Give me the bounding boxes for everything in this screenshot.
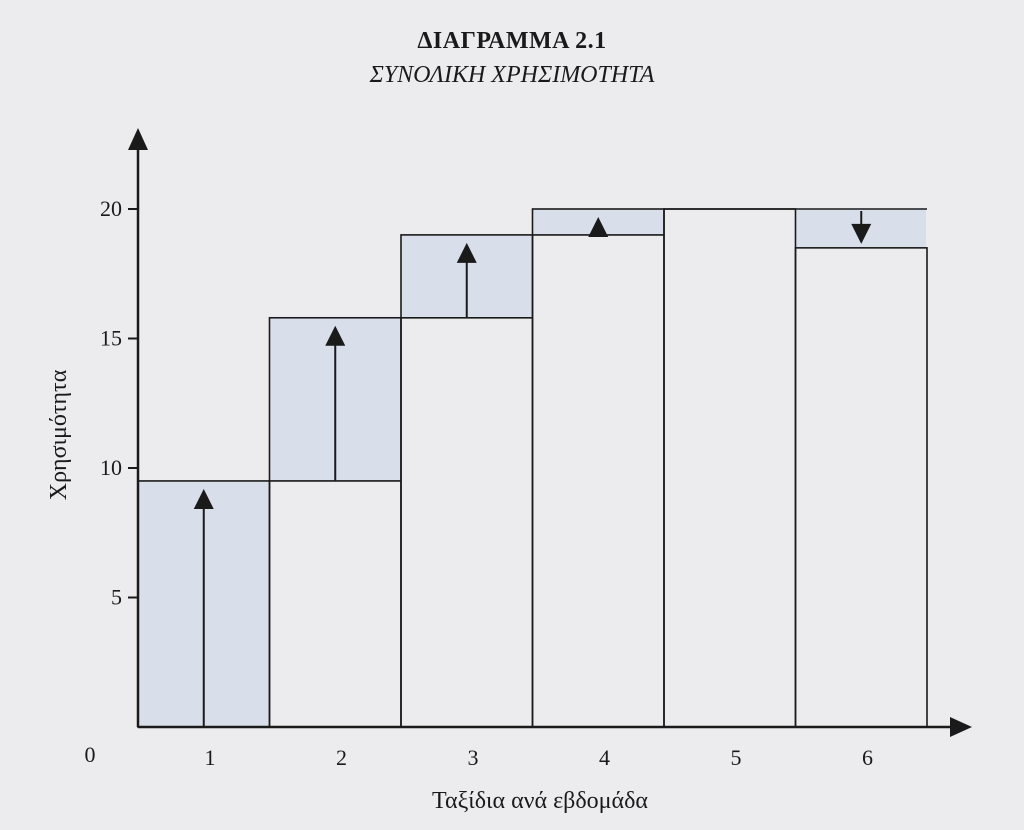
x-ticks-group: 1 2 3 4 5 6 xyxy=(205,745,874,770)
marginal-arrow-head-6 xyxy=(851,223,872,244)
marginal-arrow-head-4 xyxy=(588,217,609,237)
chart-subtitle: ΣΥΝΟΛΙΚΗ ΧΡΗΣΙΜΟΤΗΤΑ xyxy=(369,62,655,88)
axes-group xyxy=(128,128,972,737)
x-axis-label: Ταξίδια ανά εβδομάδα xyxy=(432,788,648,814)
bars-group xyxy=(137,208,928,728)
y-axis-arrowhead xyxy=(128,128,148,150)
y-axis-label: Χρησιμότητα xyxy=(46,369,72,500)
marginal-arrow-head-3 xyxy=(456,242,477,263)
bar-4 xyxy=(531,208,665,728)
y-ticks-group: 5 10 15 20 xyxy=(100,196,138,610)
y-tick-label-5: 5 xyxy=(111,585,122,610)
marginal-arrows-group xyxy=(193,211,872,727)
y-tick-label-10: 10 xyxy=(100,455,122,480)
x-axis-arrowhead xyxy=(950,717,972,737)
x-tick-label-3: 3 xyxy=(468,745,479,770)
x-tick-label-4: 4 xyxy=(599,745,610,770)
y-tick-label-15: 15 xyxy=(100,326,122,351)
x-tick-label-1: 1 xyxy=(205,745,216,770)
x-tick-label-6: 6 xyxy=(862,745,873,770)
origin-label: 0 xyxy=(85,742,96,767)
marginal-arrow-head-1 xyxy=(193,488,214,509)
chart-title: ΔΙΑΓΡΑΜΜΑ 2.1 xyxy=(417,28,607,54)
bar-5 xyxy=(663,208,797,728)
x-tick-label-5: 5 xyxy=(731,745,742,770)
marginal-arrow-head-2 xyxy=(325,325,346,346)
bar-6 xyxy=(794,247,928,728)
y-tick-label-20: 20 xyxy=(100,196,122,221)
x-tick-label-2: 2 xyxy=(336,745,347,770)
